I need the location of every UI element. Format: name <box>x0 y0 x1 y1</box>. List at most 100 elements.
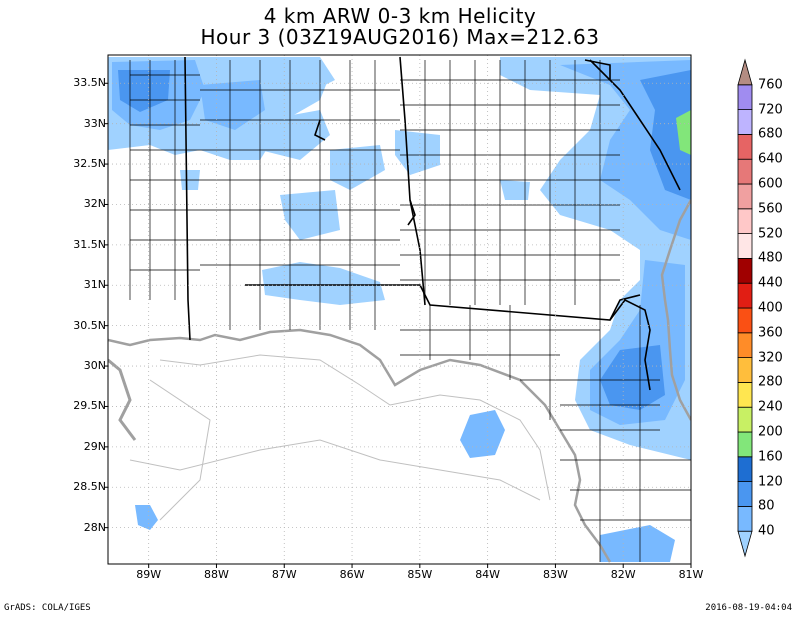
colorbar-swatch <box>737 481 753 507</box>
lat-label: 33N <box>83 116 106 130</box>
bathymetry <box>129 354 551 521</box>
colorbar-level-label: 120 <box>758 474 783 490</box>
map-frame <box>107 54 692 565</box>
colorbar-level-label: 680 <box>758 126 783 142</box>
river-2 <box>407 199 416 226</box>
colorbar-swatch <box>737 357 753 383</box>
colorbar-level-label: 400 <box>758 300 783 316</box>
colorbar-swatch <box>737 406 753 433</box>
colorbar-level-label: 440 <box>758 275 783 291</box>
colorbar-swatch <box>737 158 753 185</box>
bathy-3 <box>149 379 211 521</box>
helicity-area-ne-inner <box>640 70 691 200</box>
coast-east <box>660 199 691 421</box>
lon-label: 81W <box>678 568 704 581</box>
colorbar-level-label: 280 <box>758 374 783 390</box>
colorbar-level-label: 560 <box>758 201 783 217</box>
colorbar-swatch <box>737 431 753 458</box>
lat-label: 28N <box>83 520 106 534</box>
lat-label: 28.5N <box>73 480 106 494</box>
colorbar-level-label: 640 <box>758 151 783 167</box>
colorbar-swatch <box>737 307 753 334</box>
river-3 <box>584 59 611 80</box>
colorbar-swatch <box>737 332 753 358</box>
map-layers <box>108 55 691 564</box>
helicity-area-se <box>600 525 675 562</box>
lon-label: 89W <box>136 568 162 581</box>
colorbar-level-label: 40 <box>758 523 775 539</box>
colorbar-swatch <box>737 456 753 482</box>
bathy-2 <box>129 439 541 501</box>
lat-label: 31.5N <box>73 237 106 251</box>
helicity-area-central <box>330 145 385 190</box>
county-grid-ms <box>129 60 200 300</box>
colorbar-swatch <box>737 282 753 309</box>
axis-ticks <box>104 82 692 568</box>
helicity-area-nw-inner <box>118 70 170 112</box>
colorbar-level-label: 760 <box>758 77 783 93</box>
lon-label: 83W <box>542 568 568 581</box>
lat-label: 32.5N <box>73 157 106 171</box>
county-grid-fl <box>400 305 691 562</box>
helicity-shading <box>108 57 691 562</box>
colorbar-min-triangle <box>737 530 753 558</box>
helicity-area-sw <box>135 505 158 530</box>
lon-label: 88W <box>204 568 229 581</box>
lat-label: 33.5N <box>73 76 106 90</box>
colorbar-level-label: 480 <box>758 250 783 266</box>
colorbar-swatch <box>737 133 753 160</box>
helicity-area-small2 <box>500 180 530 200</box>
lon-label: 86W <box>339 568 365 581</box>
lat-label: 30N <box>83 359 106 373</box>
lat-label: 31N <box>83 278 106 292</box>
state-ms-al <box>184 56 191 341</box>
colorbar-level-label: 720 <box>758 102 783 118</box>
coast-gulf <box>108 328 612 563</box>
lon-label: 87W <box>271 568 297 581</box>
colorbar-level-label: 320 <box>758 350 783 366</box>
colorbar-swatch <box>737 183 753 210</box>
colorbar-level-label: 520 <box>758 226 783 242</box>
lat-lon-grid <box>108 55 691 564</box>
colorbar-level-label: 80 <box>758 498 775 514</box>
colorbar-swatch <box>737 109 753 135</box>
colorbar-swatch <box>737 381 753 408</box>
colorbar-swatch <box>737 84 753 111</box>
lat-label: 29N <box>83 439 106 453</box>
coast-la <box>108 358 137 441</box>
colorbar-swatch <box>737 233 753 259</box>
lat-label: 30.5N <box>73 318 106 332</box>
footer-credit: GrADS: COLA/IGES <box>4 603 91 613</box>
chart-subtitle: Hour 3 (03Z19AUG2016) Max=212.63 <box>200 25 600 49</box>
state-ga-fl <box>609 298 651 391</box>
helicity-area-south-band <box>262 262 385 305</box>
colorbar <box>737 58 753 558</box>
helicity-area-c3 <box>280 190 340 240</box>
colorbar-level-label: 360 <box>758 325 783 341</box>
footer-timestamp: 2016-08-19-04:04 <box>705 603 792 613</box>
river-1 <box>314 119 326 141</box>
colorbar-swatch <box>737 257 753 284</box>
colorbar-swatch <box>737 208 753 235</box>
colorbar-level-label: 240 <box>758 399 783 415</box>
colorbar-level-label: 600 <box>758 176 783 192</box>
colorbar-level-label: 160 <box>758 449 783 465</box>
helicity-area-n <box>200 80 265 130</box>
county-grid-al <box>200 60 400 330</box>
helicity-area-fl-inner <box>600 345 665 410</box>
lon-label: 84W <box>475 568 501 581</box>
helicity-area-gulf <box>460 410 505 458</box>
lon-label: 85W <box>407 568 433 581</box>
county-lines <box>129 60 691 562</box>
county-grid-ga <box>400 60 620 305</box>
helicity-area-top <box>285 57 335 95</box>
colorbar-max-triangle <box>737 58 753 86</box>
chart-title: 4 km ARW 0-3 km Helicity <box>263 4 537 28</box>
lat-label: 32N <box>83 197 106 211</box>
colorbar-level-label: 200 <box>758 424 783 440</box>
bathy-1 <box>159 354 551 501</box>
colorbar-swatch <box>737 505 753 532</box>
lat-label: 29.5N <box>73 399 106 413</box>
lon-label: 82W <box>610 568 636 581</box>
